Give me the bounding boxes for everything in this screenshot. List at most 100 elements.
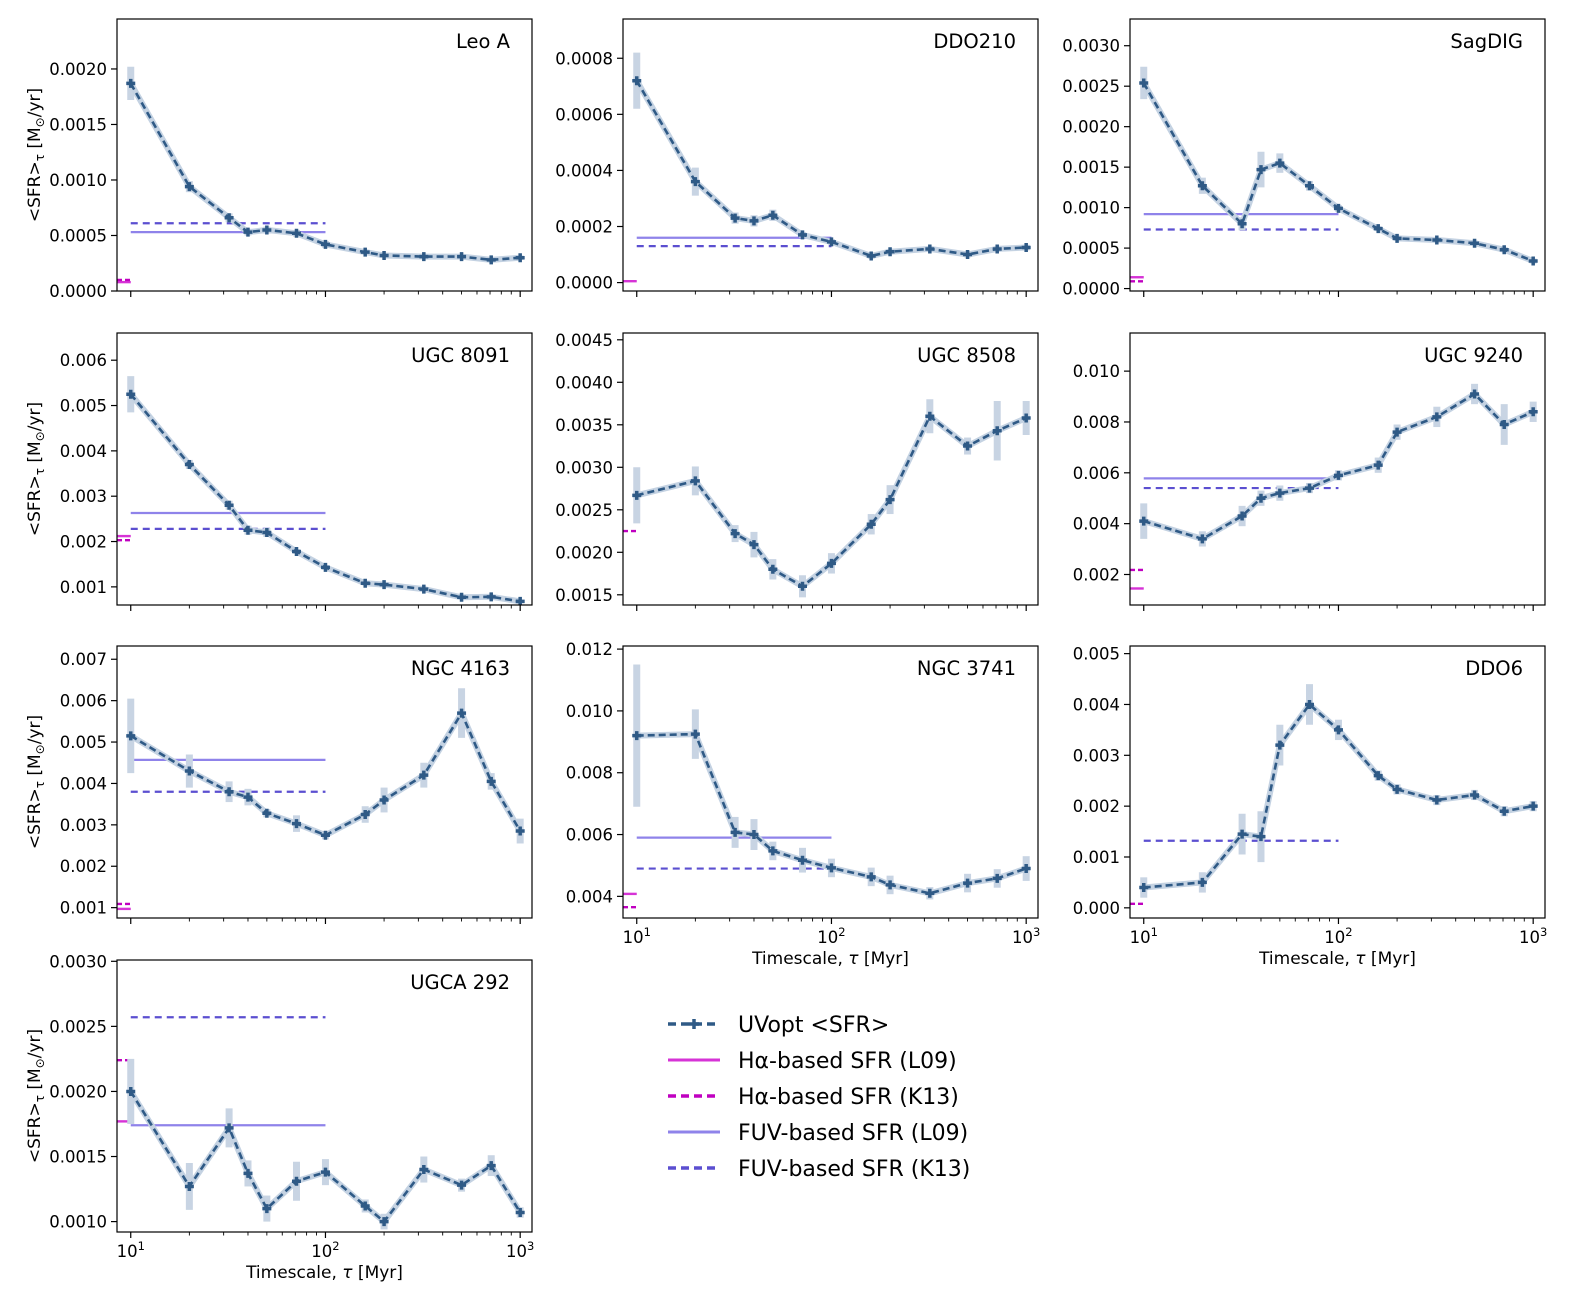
x-axis-label: Timescale, τ [Myr]	[751, 949, 909, 969]
y-tick-label: 0.0015	[555, 586, 613, 605]
data-point	[1139, 882, 1149, 892]
x-axis-label: Timescale, τ [Myr]	[245, 1263, 403, 1283]
legend-label: FUV-based SFR (K13)	[738, 1157, 970, 1182]
panel-title: Leo A	[456, 30, 511, 53]
uvopt-series-line	[1142, 82, 1534, 263]
y-tick-label: 0.008	[1073, 413, 1120, 432]
y-tick-label: 0.0015	[49, 115, 107, 134]
data-point	[224, 213, 234, 223]
panel-title: UGCA 292	[410, 971, 510, 994]
plot-frame	[1129, 332, 1546, 606]
x-tick-label: 101	[623, 925, 651, 947]
panel-title: NGC 3741	[917, 657, 1016, 680]
y-tick-label: 0.0030	[1062, 37, 1120, 56]
panel-leo-a: 0.0000 0.0005 0.0010 0.0015 0.0020<SFR>τ [M⊙…	[25, 18, 533, 301]
series-halo	[1141, 81, 1535, 264]
y-tick-label: 0.001	[60, 899, 107, 918]
data-point	[1432, 412, 1442, 422]
data-point	[243, 792, 253, 802]
y-tick-label: 0.0025	[1062, 77, 1120, 96]
data-point	[243, 525, 253, 535]
data-point	[1373, 771, 1383, 781]
y-tick-label: 0.0035	[555, 416, 613, 435]
y-axis-label: <SFR>τ [M⊙/yr]	[25, 402, 47, 536]
y-tick-label: 0.0000	[49, 282, 107, 301]
data-point	[1432, 235, 1442, 245]
x-tick-label: 101	[1130, 925, 1158, 947]
y-tick-label: 0.002	[1073, 797, 1120, 816]
data-point	[1139, 78, 1149, 88]
y-tick-label: 0.0000	[555, 274, 613, 293]
data-point	[243, 227, 253, 237]
y-axis-label: <SFR>τ [M⊙/yr]	[25, 1029, 47, 1163]
data-point	[515, 596, 525, 605]
panel-ngc-4163: 0.001 0.002 0.003 0.004 0.005 0.006 0.007 <SFR>…	[25, 645, 533, 924]
data-point	[925, 411, 935, 421]
uvopt-series-line	[129, 82, 521, 262]
x-tick-label: 103	[1519, 925, 1547, 947]
plot-frame	[116, 645, 533, 919]
data-point	[1392, 784, 1402, 794]
data-point	[184, 766, 194, 776]
data-point	[866, 872, 876, 882]
data-point	[291, 547, 301, 557]
data-point	[1237, 511, 1247, 521]
data-point	[797, 855, 807, 865]
y-tick-label: 0.0020	[49, 1082, 107, 1101]
data-point	[126, 1086, 136, 1096]
y-tick-label: 0.005	[60, 733, 107, 752]
y-tick-label: 0.004	[1073, 695, 1120, 714]
panel-ngc-3741: 101 102 103 Timescale, τ [Myr] 0.004 0.006 0.0…	[566, 640, 1041, 969]
y-tick-label: 0.0002	[555, 218, 613, 237]
data-point	[1392, 233, 1402, 243]
x-tick-label: 102	[1324, 925, 1352, 947]
data-point	[379, 580, 389, 590]
data-point	[320, 1167, 330, 1177]
plot-area	[623, 664, 1031, 909]
legend-marker	[689, 1019, 699, 1029]
y-tick-label: 0.0020	[1062, 118, 1120, 137]
data-point	[690, 476, 700, 486]
data-point	[1305, 483, 1314, 493]
data-point	[963, 441, 973, 451]
y-tick-label: 0.005	[1073, 645, 1120, 664]
data-point	[291, 228, 301, 238]
data-point	[1528, 256, 1538, 266]
y-tick-label: 0.0020	[49, 60, 107, 79]
data-point	[184, 182, 194, 192]
data-point	[730, 529, 740, 539]
panel-ugc-8091: 0.001 0.002 0.003 0.004 0.005 0.006 <SFR>τ [M⊙…	[25, 332, 533, 611]
data-point	[224, 1123, 234, 1133]
y-tick-label: 0.003	[60, 487, 107, 506]
y-tick-label: 0.003	[1073, 746, 1120, 765]
data-point	[1197, 181, 1207, 191]
x-tick-label: 101	[117, 1239, 145, 1261]
y-tick-label: 0.001	[60, 578, 107, 597]
data-point	[262, 225, 272, 235]
data-point	[224, 500, 234, 510]
y-tick-label: 0.0010	[49, 171, 107, 190]
plot-frame	[622, 332, 1039, 606]
panel-ddo210: 0.0000 0.0002 0.0004 0.0006 0.0008 DDO210	[555, 18, 1039, 297]
panel-title: UGC 8091	[411, 344, 510, 367]
data-point	[1373, 224, 1383, 234]
y-tick-label: 0.002	[1073, 565, 1120, 584]
y-tick-label: 0.012	[566, 640, 613, 659]
y-tick-label: 0.004	[60, 442, 107, 461]
data-point	[1470, 238, 1480, 248]
panel-title: DDO210	[933, 30, 1016, 53]
data-point	[1197, 877, 1207, 887]
data-point	[1470, 389, 1480, 399]
data-point	[126, 389, 136, 399]
y-tick-label: 0.000	[1073, 899, 1120, 918]
data-point	[1275, 488, 1285, 498]
data-point	[486, 255, 496, 265]
data-point	[1139, 516, 1149, 526]
y-tick-label: 0.0030	[555, 458, 613, 477]
panel-ddo6: 101 102 103 Timescale, τ [Myr] 0.000 0.001 0.0…	[1073, 645, 1548, 969]
y-tick-label: 0.0005	[49, 226, 107, 245]
data-point	[360, 809, 370, 819]
plot-frame	[116, 18, 533, 292]
data-point	[1333, 203, 1343, 213]
data-point	[320, 830, 330, 840]
